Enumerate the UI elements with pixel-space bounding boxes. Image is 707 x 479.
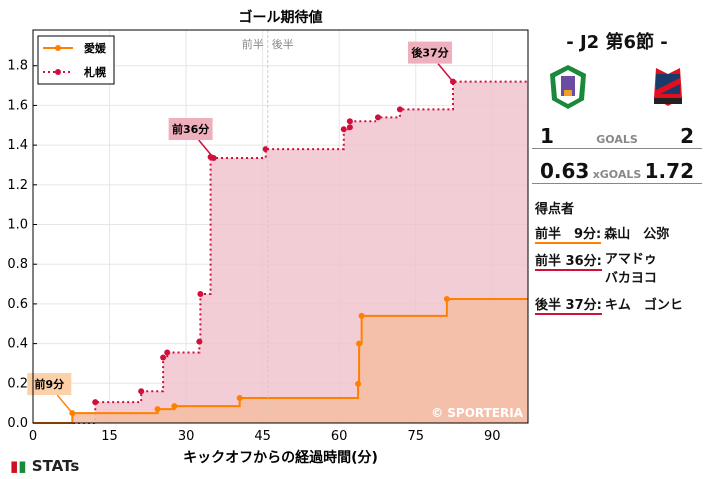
annotation-pointer — [437, 63, 454, 83]
legend-marker — [55, 69, 61, 75]
scorer-time: 後半 37分: — [535, 294, 602, 315]
data-point — [396, 106, 403, 113]
data-point — [138, 388, 145, 395]
scorer-item: 後半 37分: キム ゴンヒ — [535, 294, 702, 315]
series-line-0 — [33, 297, 528, 424]
legend-label: 札幌 — [83, 65, 106, 79]
legend-label: 愛媛 — [84, 41, 107, 55]
data-point — [171, 403, 178, 410]
scorers-title: 得点者 — [535, 202, 575, 217]
scorers-list: 得点者 前半 9分: 森山 公弥 前半 36分: アマドゥ バカヨコ 後半 37分:… — [532, 198, 702, 315]
watermark: © SPORTERIA — [431, 406, 524, 420]
x-tick-label: 60 — [331, 429, 348, 444]
scorer-time: 前半 36分: — [535, 250, 602, 271]
annotation-box — [27, 373, 72, 396]
data-point — [164, 349, 171, 356]
scorer-name: 森山 公弥 — [604, 227, 670, 242]
y-tick-label: 1.0 — [7, 218, 28, 233]
x-tick-label: 15 — [101, 429, 118, 444]
data-point — [374, 114, 381, 121]
scorer-item: 前半 36分: アマドゥ バカヨコ — [535, 250, 702, 288]
annotation-box — [407, 41, 452, 64]
data-point — [340, 126, 347, 133]
xg-chart: 0 15 30 45 60 75 90 0.0 0.2 0.4 0.6 0.8 1.0 1.2 1.4 1.6… — [7, 9, 529, 466]
data-point — [355, 380, 362, 387]
y-tick-label: 0.4 — [7, 337, 28, 352]
series-area-0 — [33, 298, 528, 423]
data-point — [262, 146, 269, 153]
legend-box — [37, 35, 115, 85]
data-point — [346, 118, 353, 125]
data-point — [356, 340, 363, 347]
x-tick-label: 0 — [29, 429, 37, 444]
y-tick-label: 0.6 — [7, 297, 28, 312]
annotation-pointer — [56, 394, 73, 414]
sapporo-logo-icon — [654, 68, 682, 106]
scorer-name: キム ゴンヒ — [604, 298, 683, 313]
y-tick-label: 0.2 — [7, 376, 28, 391]
scorer-time: 前半 9分: — [535, 223, 602, 244]
data-point — [443, 295, 450, 302]
chart-title: ゴール期待値 — [239, 9, 323, 26]
home-xg: 0.63 — [540, 159, 590, 183]
plot-frame — [32, 29, 529, 424]
data-point — [236, 394, 243, 401]
annotation-label: 前9分 — [34, 377, 64, 391]
y-tick-label: 1.4 — [7, 138, 28, 153]
x-tick-label: 45 — [254, 429, 271, 444]
x-tick-label: 90 — [484, 429, 501, 444]
scorer-name: アマドゥ バカヨコ — [604, 252, 657, 286]
goals-label: GOALS — [596, 133, 638, 146]
y-tick-label: 1.8 — [7, 59, 28, 74]
data-point — [358, 312, 365, 319]
x-tick-label: 30 — [178, 429, 195, 444]
data-point — [346, 124, 353, 131]
annotation-pointer — [198, 139, 215, 159]
stats-logo: ▮▮ STATs — [10, 457, 80, 475]
x-axis-label: キックオフからの経過時間(分) — [183, 449, 378, 466]
xg-label: xGOALS — [592, 168, 642, 181]
away-xg: 1.72 — [644, 159, 694, 183]
y-tick-label: 1.6 — [7, 98, 28, 113]
x-tick-label: 75 — [407, 429, 424, 444]
data-point — [160, 354, 167, 361]
brand-text: STATs — [31, 457, 80, 475]
data-point — [197, 290, 204, 297]
y-tick-label: 0.8 — [7, 257, 28, 272]
first-half-label: 前半 — [242, 37, 264, 51]
annotation-label: 後37分 — [411, 46, 448, 60]
away-goals: 2 — [680, 124, 694, 148]
match-panel: - J2 第6節 - 1 GOALS 2 0.63 xGOALS 1.72 得点者 前半… — [532, 28, 702, 315]
second-half-label: 後半 — [272, 37, 294, 51]
data-point — [92, 399, 99, 406]
home-goals: 1 — [540, 124, 554, 148]
y-tick-label: 0.0 — [7, 416, 28, 431]
data-point — [196, 338, 203, 345]
round-title: - J2 第6節 - — [566, 32, 668, 53]
ehime-logo-icon — [550, 65, 586, 109]
annotation-label: 前36分 — [172, 122, 209, 136]
annotation-box — [168, 118, 213, 141]
data-point — [154, 406, 161, 413]
scorer-item: 前半 9分: 森山 公弥 — [535, 223, 702, 244]
legend-marker — [55, 45, 61, 51]
y-tick-label: 1.2 — [7, 178, 28, 193]
